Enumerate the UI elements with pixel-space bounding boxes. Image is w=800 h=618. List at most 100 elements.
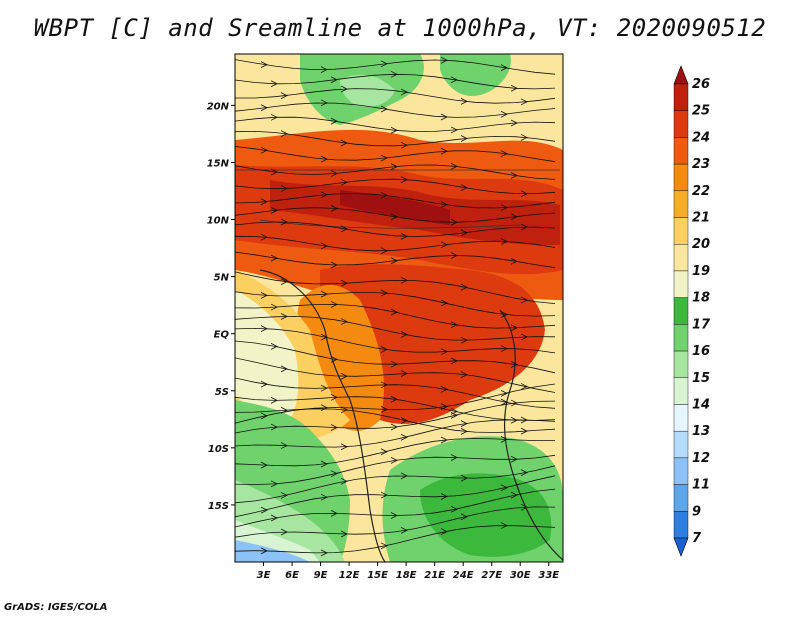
streamline-arrow [500, 110, 508, 118]
streamline-arrow [440, 436, 448, 444]
streamline-arrow [400, 417, 408, 424]
streamline-arrow [270, 254, 278, 262]
colorbar-segment [673, 137, 689, 165]
colorbar-segment [673, 430, 689, 459]
streamline-arrow [280, 218, 288, 226]
streamline-arrow [510, 84, 518, 92]
streamline-arrow [260, 547, 268, 555]
streamline [235, 419, 556, 448]
streamline-arrow [400, 232, 408, 240]
streamline [235, 340, 556, 374]
streamline-arrow [440, 201, 448, 208]
field-zone-26 [340, 190, 450, 225]
colorbar-segment [673, 350, 689, 378]
streamline-arrow [280, 130, 288, 137]
streamline-arrow [280, 278, 288, 286]
colorbar-segment [673, 484, 689, 512]
streamline [235, 488, 556, 528]
streamline-arrow [380, 105, 388, 113]
streamline-arrow [330, 394, 338, 401]
streamline-arrow [260, 412, 268, 420]
colorbar-segment [673, 83, 689, 111]
streamline-arrow [270, 514, 278, 522]
streamline-arrow [260, 233, 268, 241]
lon-label: 3E [257, 570, 271, 581]
streamline-arrow [340, 85, 348, 93]
streamline-arrow [500, 345, 508, 352]
streamline-arrow [400, 370, 408, 377]
streamline [235, 400, 556, 434]
streamline-arrow [440, 403, 448, 411]
streamline-arrow [390, 126, 398, 134]
streamline-arrow [390, 512, 398, 519]
lat-label: 5N [214, 273, 230, 284]
lon-label: 21E [424, 570, 445, 581]
streamline-arrow [270, 207, 278, 214]
streamline-arrow [260, 325, 268, 333]
colorbar-segment [673, 190, 689, 218]
streamline [235, 506, 556, 538]
field-zone-16-north [340, 74, 395, 107]
streamline-arrow [260, 198, 268, 206]
field-zone-17-ne [440, 54, 511, 96]
streamline [235, 207, 556, 223]
streamline [235, 303, 556, 329]
chart-title: WBPT [C] and Sreamline at 1000hPa, VT: 2… [33, 14, 767, 42]
streamline [235, 59, 556, 75]
streamline-arrow [440, 493, 448, 500]
streamline-arrow [450, 76, 458, 84]
streamline-arrow [520, 503, 528, 511]
streamline-arrow [500, 390, 508, 397]
colorbar-label: 22 [692, 184, 710, 199]
streamline [235, 271, 556, 304]
streamline-arrow [460, 513, 468, 521]
streamline-arrow [270, 480, 278, 488]
streamline-arrow [260, 380, 268, 388]
streamline [235, 116, 556, 133]
streamline [235, 357, 556, 393]
streamline-arrow [460, 97, 468, 105]
footer-credit: GrADS: IGES/COLA [4, 602, 108, 613]
colorbar-label: 20 [692, 237, 710, 252]
streamline [235, 315, 556, 341]
streamline-arrow [460, 336, 468, 344]
colorbar-label: 18 [692, 291, 710, 306]
colorbar-segment [673, 297, 689, 325]
lon-label: 18E [396, 570, 417, 581]
colorbar-segment [673, 457, 689, 485]
streamline-arrow [270, 113, 278, 121]
colorbar-label: 19 [692, 264, 710, 279]
streamline [235, 88, 556, 104]
streamline-arrow [400, 88, 408, 96]
streamline-arrow [380, 381, 388, 389]
streamline-arrow [440, 147, 448, 155]
streamline [235, 221, 556, 237]
streamline-arrow [330, 510, 338, 517]
streamlines [235, 56, 556, 557]
streamline [235, 525, 556, 554]
lat-label: EQ [214, 330, 230, 341]
streamline-arrow [260, 292, 268, 299]
colorbar-label: 9 [692, 504, 701, 519]
streamline-arrow [440, 241, 448, 249]
streamline-arrow [330, 301, 338, 308]
streamline [235, 164, 556, 180]
streamline-arrow [260, 461, 268, 469]
streamline-arrow [400, 472, 408, 480]
streamline-arrow [390, 213, 398, 221]
streamline-arrow [510, 361, 518, 368]
streamline-arrow [380, 191, 388, 199]
streamline-arrow [400, 527, 408, 534]
streamline [235, 377, 556, 409]
colorbar-segment [673, 110, 689, 138]
streamline-arrow [280, 528, 288, 536]
streamline [235, 102, 556, 118]
streamline-arrow [500, 64, 508, 72]
streamline [235, 192, 556, 209]
streamline [235, 475, 556, 518]
streamline [235, 465, 556, 504]
streamline-arrow [460, 474, 468, 482]
streamline-arrow [520, 383, 528, 390]
streamline-arrow [340, 530, 348, 538]
streamline [235, 291, 556, 317]
